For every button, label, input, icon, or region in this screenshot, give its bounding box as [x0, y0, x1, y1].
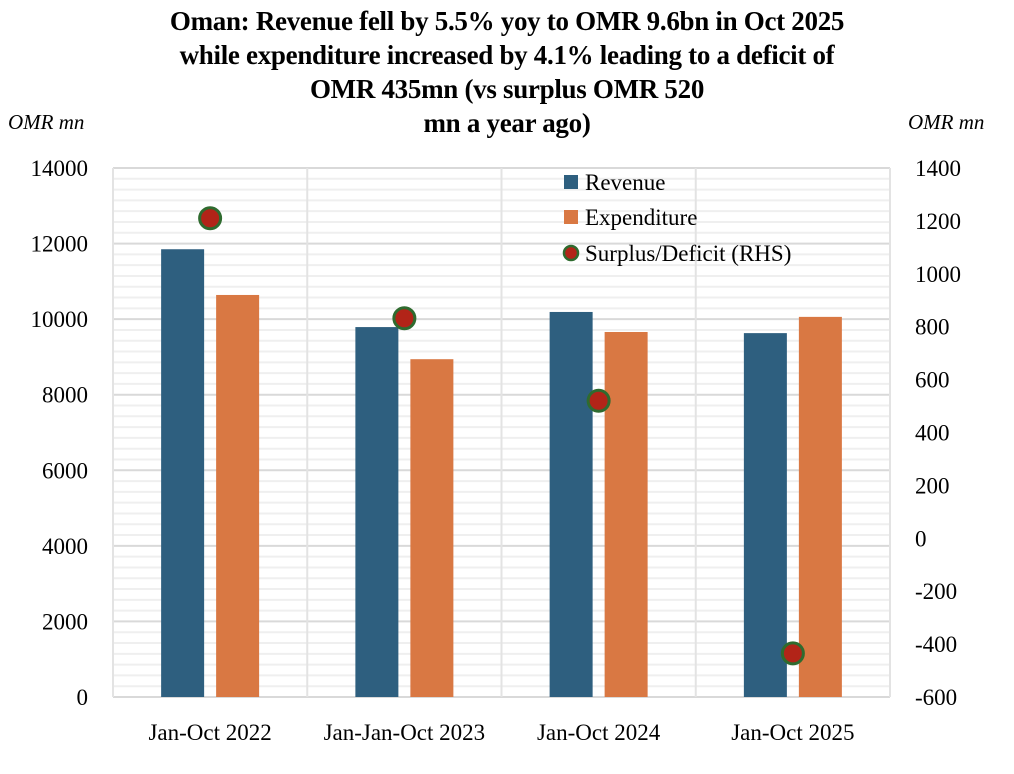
- x-tick-label: Jan-Jan-Oct 2023: [324, 720, 486, 745]
- right-tick-label: 1000: [915, 262, 961, 287]
- legend: Revenue Expenditure Surplus/Deficit (RHS): [562, 170, 791, 266]
- right-tick-label: 600: [915, 368, 950, 393]
- right-tick-label: 200: [915, 473, 950, 498]
- title-line-2: while expenditure increased by 4.1% lead…: [179, 40, 835, 70]
- left-axis-unit-label: OMR mn: [8, 110, 85, 134]
- surplus-deficit-point-2: [392, 306, 417, 331]
- bar-expenditure-1: [216, 294, 260, 697]
- title-line-4: mn a year ago): [423, 108, 591, 138]
- bar-revenue-2: [355, 327, 399, 697]
- left-axis-ticks: 0 2000 4000 6000 8000 10000 12000 14000: [31, 156, 89, 710]
- x-axis-ticks: Jan-Oct 2022 Jan-Jan-Oct 2023 Jan-Oct 2024…: [148, 720, 854, 745]
- left-tick-label: 8000: [42, 383, 88, 408]
- bar-expenditure-4: [798, 316, 842, 697]
- right-axis-ticks: -600 -400 -200 0 200 400 600 800 1000 1200 1400: [915, 156, 961, 710]
- bar-expenditure-2: [410, 359, 454, 697]
- legend-label-3: Surplus/Deficit (RHS): [585, 241, 791, 266]
- chart-title: Oman: Revenue fell by 5.5% yoy to OMR 9.…: [0, 4, 1014, 140]
- surplus-deficit-point-4: [780, 641, 805, 666]
- surplus-deficit-point-3: [586, 388, 611, 413]
- right-axis-unit-label: OMR mn: [908, 110, 985, 134]
- bar-expenditure-3: [604, 331, 648, 697]
- surplus-deficit-points: [198, 206, 805, 666]
- bar-revenue-4: [743, 333, 787, 697]
- legend-swatch-3: [562, 244, 580, 262]
- x-tick-label: Jan-Oct 2025: [731, 720, 854, 745]
- x-tick-label: Jan-Oct 2024: [537, 720, 661, 745]
- title-line-1: Oman: Revenue fell by 5.5% yoy to OMR 9.…: [169, 6, 845, 36]
- surplus-deficit-point-1: [198, 206, 223, 231]
- left-tick-label: 0: [77, 685, 89, 710]
- right-tick-label: 0: [915, 526, 927, 551]
- legend-swatch-2: [564, 210, 578, 224]
- legend-label-2: Expenditure: [585, 205, 697, 230]
- right-tick-label: -400: [915, 632, 957, 657]
- bar-revenue-1: [161, 249, 205, 697]
- left-tick-label: 4000: [42, 534, 88, 559]
- left-tick-label: 14000: [31, 156, 89, 181]
- legend-label-1: Revenue: [585, 170, 665, 195]
- right-tick-label: -600: [915, 685, 957, 710]
- right-tick-label: -200: [915, 579, 957, 604]
- x-tick-label: Jan-Oct 2022: [148, 720, 271, 745]
- bars: [161, 249, 842, 697]
- bar-revenue-3: [549, 311, 593, 697]
- right-tick-label: 400: [915, 421, 950, 446]
- left-tick-label: 6000: [42, 458, 88, 483]
- left-tick-label: 10000: [31, 307, 89, 332]
- right-tick-label: 1200: [915, 209, 961, 234]
- right-tick-label: 1400: [915, 156, 961, 181]
- legend-swatch-1: [564, 175, 578, 189]
- left-tick-label: 12000: [31, 232, 89, 257]
- left-tick-label: 2000: [42, 609, 88, 634]
- right-tick-label: 800: [915, 315, 950, 340]
- title-line-3: OMR 435mn (vs surplus OMR 520: [309, 74, 705, 104]
